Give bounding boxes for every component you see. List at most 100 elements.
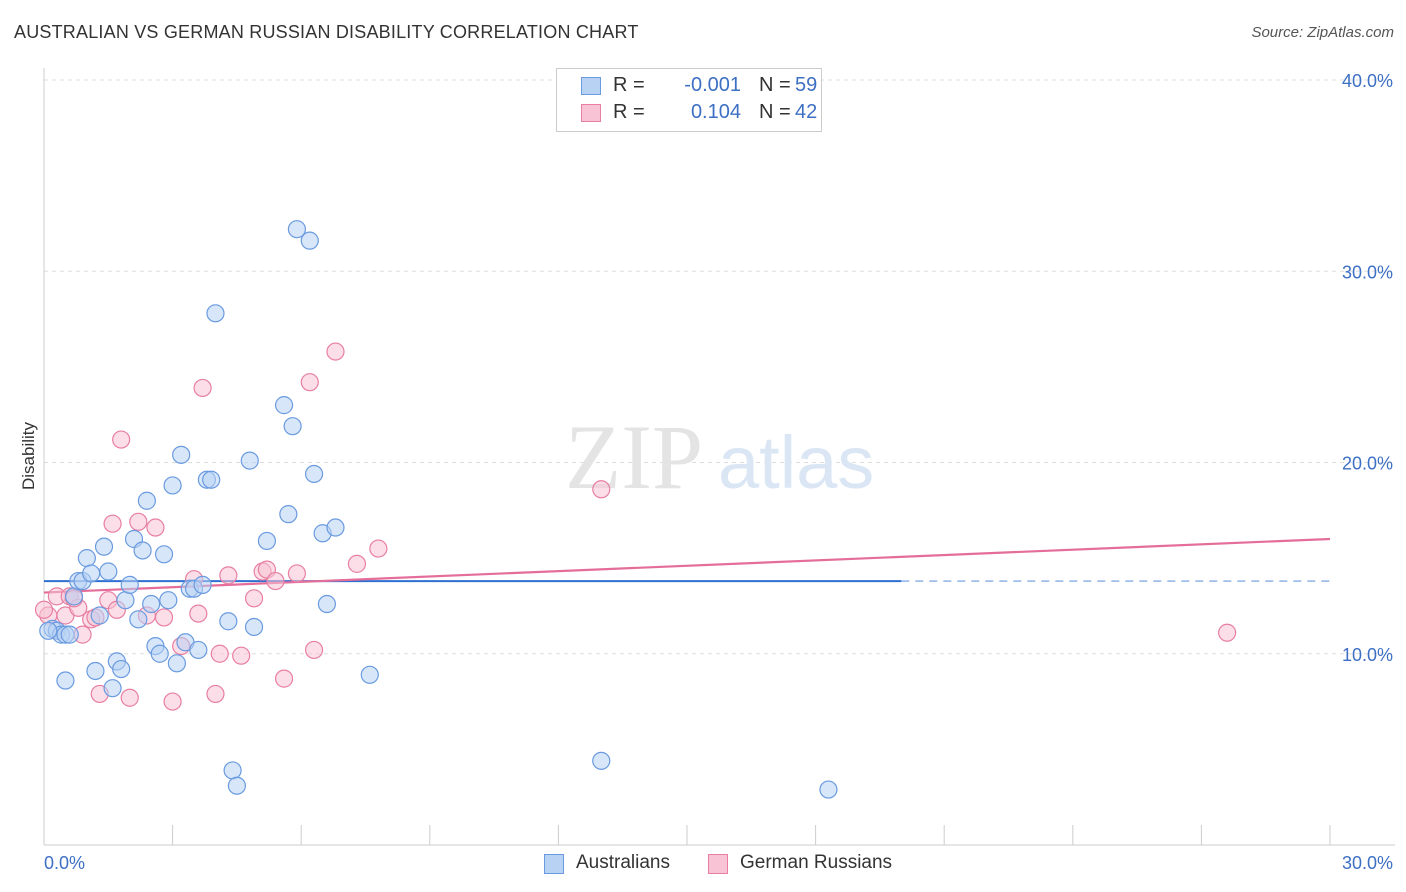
point-australians: [150, 644, 169, 663]
point-german-russians: [369, 539, 388, 558]
trend-lines: [43, 537, 1331, 594]
point-german-russians: [347, 554, 367, 573]
point-australians: [99, 562, 118, 581]
point-australians: [103, 679, 122, 698]
point-german-russians: [304, 640, 324, 660]
point-australians: [82, 564, 101, 583]
y-tick-labels: 10.0% 20.0% 30.0% 40.0%: [1342, 71, 1393, 665]
legend-r-label: R =: [613, 74, 645, 96]
point-australians: [64, 587, 84, 606]
legend-n-label: N =: [759, 74, 791, 96]
chart-title: AUSTRALIAN VS GERMAN RUSSIAN DISABILITY …: [14, 22, 639, 42]
point-australians: [120, 575, 139, 595]
point-australians: [189, 640, 208, 660]
point-german-russians: [287, 564, 307, 583]
chart-source: Source: ZipAtlas.com: [1251, 24, 1394, 41]
point-german-russians: [326, 342, 345, 361]
point-australians: [172, 445, 191, 464]
point-australians: [206, 304, 225, 323]
point-german-russians: [154, 608, 174, 627]
data-points: [34, 220, 1237, 799]
grid-lines: [44, 79, 1395, 655]
bottom-legend-swatch-pink: [708, 854, 728, 874]
point-german-russians: [193, 378, 212, 398]
point-australians: [39, 621, 58, 640]
point-australians: [154, 545, 174, 564]
point-german-russians: [129, 512, 148, 531]
point-australians: [167, 654, 186, 673]
point-german-russians: [592, 480, 611, 499]
point-australians: [129, 610, 148, 629]
point-australians: [90, 606, 109, 625]
point-australians: [163, 476, 182, 495]
point-german-russians: [146, 518, 165, 537]
point-german-russians: [300, 373, 319, 392]
point-australians: [223, 761, 242, 780]
correlation-legend: R = -0.001 N = 59 R = 0.104 N = 42: [556, 68, 822, 132]
bottom-legend-swatch-blue: [544, 854, 564, 874]
x-tick-label-max: 30.0%: [1342, 853, 1393, 873]
point-australians: [300, 231, 319, 250]
legend-n-value: 59: [795, 74, 818, 96]
point-australians: [112, 659, 131, 679]
point-australians: [279, 505, 298, 524]
bottom-legend-label-australians: Australians: [576, 852, 670, 873]
point-german-russians: [163, 692, 182, 711]
point-australians: [317, 594, 337, 614]
point-australians: [227, 776, 246, 795]
point-australians: [287, 220, 307, 239]
point-german-russians: [210, 644, 229, 663]
point-german-russians: [103, 514, 122, 533]
y-tick-label: 40.0%: [1342, 71, 1393, 91]
point-australians: [202, 470, 221, 489]
y-tick-label: 20.0%: [1342, 454, 1393, 474]
point-australians: [116, 591, 135, 610]
y-tick-label: 30.0%: [1342, 262, 1393, 282]
legend-n-label: N =: [759, 101, 791, 123]
point-australians: [283, 417, 302, 436]
legend-r-value: -0.001: [684, 74, 741, 96]
y-axis-label: Disability: [19, 421, 38, 490]
point-australians: [240, 451, 259, 470]
point-australians: [819, 780, 838, 799]
y-tick-label: 10.0%: [1342, 645, 1393, 665]
point-australians: [326, 518, 345, 537]
point-german-russians: [244, 589, 264, 608]
point-german-russians: [112, 430, 131, 449]
point-australians: [244, 617, 264, 637]
point-german-russians: [219, 566, 238, 585]
point-australians: [86, 661, 105, 681]
legend-r-label: R =: [613, 101, 645, 123]
point-german-russians: [34, 600, 54, 619]
point-australians: [137, 491, 156, 510]
watermark: ZIP atlas: [565, 406, 874, 508]
point-australians: [133, 541, 152, 560]
point-german-russians: [1218, 623, 1237, 642]
legend-swatch-pink: [581, 104, 601, 122]
point-australians: [592, 751, 611, 770]
point-german-russians: [189, 604, 208, 623]
point-australians: [193, 575, 212, 595]
watermark-zip: ZIP: [565, 406, 703, 508]
x-tick-label-min: 0.0%: [44, 853, 85, 873]
axes: [43, 68, 1395, 846]
point-australians: [360, 665, 379, 684]
point-australians: [274, 396, 294, 415]
legend-r-value: 0.104: [690, 101, 741, 123]
watermark-atlas: atlas: [718, 421, 874, 504]
point-australians: [304, 464, 324, 484]
point-australians: [94, 537, 114, 556]
point-german-russians: [274, 669, 294, 688]
point-german-russians: [232, 646, 251, 665]
point-australians: [142, 594, 161, 614]
bottom-legend-label-german-russians: German Russians: [740, 852, 893, 873]
legend-swatch-blue: [581, 77, 601, 95]
point-australians: [219, 612, 238, 631]
point-australians: [56, 671, 75, 690]
legend-n-value: 42: [795, 101, 818, 123]
point-australians: [159, 591, 178, 610]
point-australians: [60, 625, 79, 644]
point-australians: [77, 549, 96, 568]
point-german-russians: [266, 571, 285, 591]
